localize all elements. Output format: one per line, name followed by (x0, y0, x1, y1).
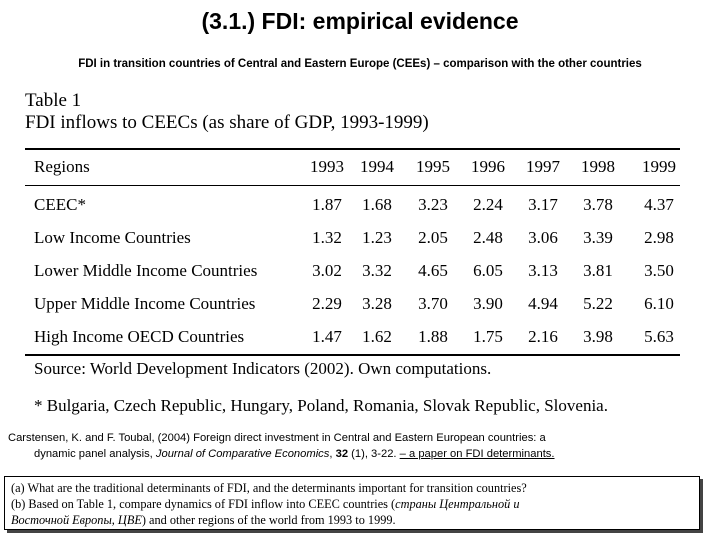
value-cell: 3.02 (312, 261, 342, 280)
value-cell: 5.22 (583, 294, 613, 313)
header-year: 1993 (310, 157, 344, 176)
citation: Carstensen, K. and F. Toubal, (2004) For… (8, 430, 713, 462)
header-year: 1999 (642, 157, 676, 176)
citation-volume: 32 (335, 448, 349, 460)
table-row: High Income OECD Countries 1.47 1.62 1.8… (25, 327, 680, 351)
value-cell: 3.13 (528, 261, 558, 280)
task-b-line-1: (b) Based on Table 1, compare dynamics o… (11, 496, 693, 512)
value-cell: 2.24 (473, 195, 503, 214)
value-cell: 5.63 (644, 327, 674, 346)
region-name: High Income OECD Countries (34, 327, 245, 346)
table-row: Low Income Countries 1.32 1.23 2.05 2.48… (25, 228, 680, 252)
value-cell: 3.98 (583, 327, 613, 346)
value-cell: 1.75 (473, 327, 503, 346)
value-cell: 1.23 (362, 228, 392, 247)
citation-issue-pages: (1), 3-22. (351, 448, 397, 460)
region-name: Low Income Countries (34, 228, 191, 247)
slide-title: (3.1.) FDI: empirical evidence (201, 8, 519, 34)
task-b-russian-1: страны Центральной и (395, 497, 520, 511)
table-row: CEEC* 1.87 1.68 3.23 2.24 3.17 3.78 4.37 (25, 195, 680, 219)
region-name: Lower Middle Income Countries (34, 261, 258, 280)
paper-link[interactable]: – a paper on FDI determinants. (399, 448, 555, 460)
table-title: FDI inflows to CEECs (as share of GDP, 1… (25, 112, 429, 133)
tasks-box: (a) What are the traditional determinant… (4, 476, 700, 530)
value-cell: 4.65 (418, 261, 448, 280)
table-header-row: Regions 1993 1994 1995 1996 1997 1998 19… (25, 157, 680, 181)
table-source: Source: World Development Indicators (20… (34, 359, 492, 378)
task-b-russian-2: Восточной Европы, ЦВЕ (11, 513, 142, 527)
table-footnote: * Bulgaria, Czech Republic, Hungary, Pol… (34, 396, 608, 415)
table-header-rule (25, 185, 680, 186)
value-cell: 2.29 (312, 294, 342, 313)
citation-line-2: dynamic panel analysis, Journal of Compa… (34, 448, 555, 460)
value-cell: 3.39 (583, 228, 613, 247)
value-cell: 1.68 (362, 195, 392, 214)
value-cell: 2.05 (418, 228, 448, 247)
region-name: CEEC* (34, 195, 86, 214)
value-cell: 2.48 (473, 228, 503, 247)
value-cell: 3.17 (528, 195, 558, 214)
table-label: Table 1 (25, 90, 82, 111)
value-cell: 1.88 (418, 327, 448, 346)
region-name: Upper Middle Income Countries (34, 294, 256, 313)
value-cell: 2.98 (644, 228, 674, 247)
value-cell: 3.70 (418, 294, 448, 313)
task-b-end: ) and other regions of the world from 19… (141, 513, 396, 527)
table-bottom-rule (25, 354, 680, 356)
header-year: 1994 (360, 157, 394, 176)
slide-subtitle: FDI in transition countries of Central a… (78, 58, 642, 70)
citation-journal: Journal of Comparative Economics (155, 448, 330, 460)
value-cell: 3.90 (473, 294, 503, 313)
header-year: 1995 (416, 157, 450, 176)
value-cell: 1.47 (312, 327, 342, 346)
citation-authors: Carstensen, K. and F. Toubal, (2004) (8, 432, 191, 444)
table-top-rule (25, 148, 680, 150)
value-cell: 3.50 (644, 261, 674, 280)
citation-paper-title: Foreign direct investment in Central and… (193, 432, 546, 444)
header-year: 1997 (526, 157, 560, 176)
value-cell: 2.16 (528, 327, 558, 346)
value-cell: 6.05 (473, 261, 503, 280)
header-regions: Regions (34, 157, 90, 176)
header-year: 1998 (581, 157, 615, 176)
table-caption: Table 1 FDI inflows to CEECs (as share o… (25, 90, 429, 134)
value-cell: 4.94 (528, 294, 558, 313)
citation-line-1: Carstensen, K. and F. Toubal, (2004) For… (8, 430, 713, 446)
header-year: 1996 (471, 157, 505, 176)
value-cell: 3.32 (362, 261, 392, 280)
value-cell: 6.10 (644, 294, 674, 313)
table-row: Upper Middle Income Countries 2.29 3.28 … (25, 294, 680, 318)
task-b-line-2: Восточной Европы, ЦВЕ) and other regions… (11, 512, 693, 528)
value-cell: 1.62 (362, 327, 392, 346)
value-cell: 3.28 (362, 294, 392, 313)
citation-paper-title-cont: dynamic panel analysis, (34, 448, 153, 460)
value-cell: 4.37 (644, 195, 674, 214)
value-cell: 3.81 (583, 261, 613, 280)
value-cell: 3.23 (418, 195, 448, 214)
value-cell: 3.78 (583, 195, 613, 214)
table-row: Lower Middle Income Countries 3.02 3.32 … (25, 261, 680, 285)
value-cell: 1.87 (312, 195, 342, 214)
task-b-start: (b) Based on Table 1, compare dynamics o… (11, 497, 396, 511)
task-a: (a) What are the traditional determinant… (11, 481, 527, 495)
value-cell: 3.06 (528, 228, 558, 247)
value-cell: 1.32 (312, 228, 342, 247)
